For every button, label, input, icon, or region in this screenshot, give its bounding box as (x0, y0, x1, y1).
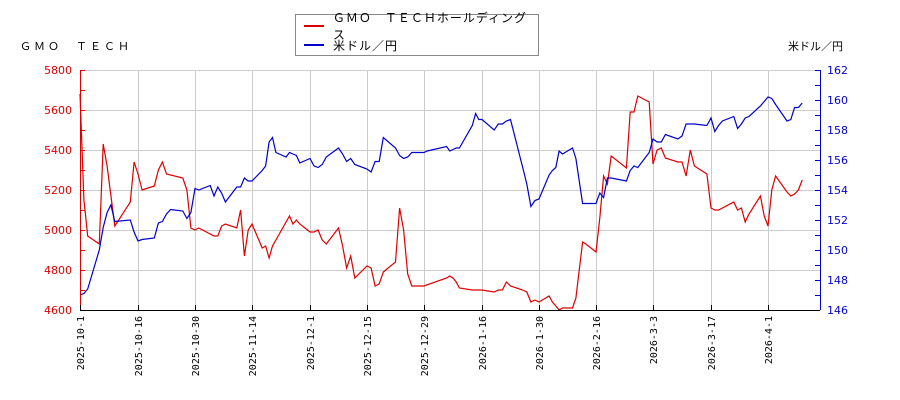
x-tick-label: 2026-1-30 (535, 316, 546, 370)
legend-label-fx: 米ドル／円 (333, 38, 399, 53)
legend-label-stock: ＧＭＯ ＴＥＣＨホールディングス (332, 11, 527, 42)
legend-item-stock: ＧＭＯ ＴＥＣＨホールディングス (304, 11, 538, 42)
x-tick-label: 2025-11-14 (248, 316, 259, 376)
right-tick-label: 160 (827, 94, 848, 107)
x-tick-label: 2025-10-1 (76, 316, 87, 370)
x-tick-label: 2026-3-17 (707, 316, 718, 370)
axes: 4600 4800 5000 5200 5400 5600 5800 146 148 150 152… (44, 64, 848, 376)
x-tick-label: 2025-12-29 (420, 316, 431, 376)
right-tick-label: 152 (827, 214, 848, 227)
left-tick-label: 5600 (44, 104, 72, 117)
right-tick-label: 148 (827, 274, 848, 287)
right-tick-label: 156 (827, 154, 848, 167)
x-tick-label: 2025-12-15 (363, 316, 374, 376)
x-tick-label: 2026-2-16 (592, 316, 603, 370)
x-tick-label: 2026-3-3 (649, 316, 660, 364)
right-tick-label: 146 (827, 304, 848, 317)
chart-legend: ＧＭＯ ＴＥＣＨホールディングス 米ドル／円 (295, 11, 539, 56)
x-tick-label: 2026-4-1 (764, 316, 775, 364)
x-tick-label: 2025-10-16 (134, 316, 145, 376)
right-tick-label: 150 (827, 244, 848, 257)
legend-swatch-stock (304, 25, 324, 27)
right-tick-label: 162 (827, 64, 848, 77)
left-tick-label: 5800 (44, 64, 72, 77)
left-tick-label: 4800 (44, 264, 72, 277)
left-tick-label: 5200 (44, 184, 72, 197)
x-tick-label: 2025-12-1 (306, 316, 317, 370)
right-tick-label: 154 (827, 184, 848, 197)
left-tick-label: 5400 (44, 144, 72, 157)
series-lines (79, 93, 803, 311)
x-tick-label: 2025-10-30 (191, 316, 202, 376)
right-axis-title: 米ドル／円 (788, 40, 843, 53)
x-tick-label: 2026-1-16 (478, 316, 489, 370)
legend-swatch-fx (304, 44, 324, 46)
right-tick-label: 158 (827, 124, 848, 137)
stock-price-line (79, 93, 803, 311)
usdjpy-line (79, 96, 803, 296)
legend-item-fx: 米ドル／円 (304, 36, 398, 54)
left-axis-title: ＧＭＯ ＴＥＣＨ (20, 40, 132, 53)
left-tick-label: 5000 (44, 224, 72, 237)
left-tick-label: 4600 (44, 304, 72, 317)
